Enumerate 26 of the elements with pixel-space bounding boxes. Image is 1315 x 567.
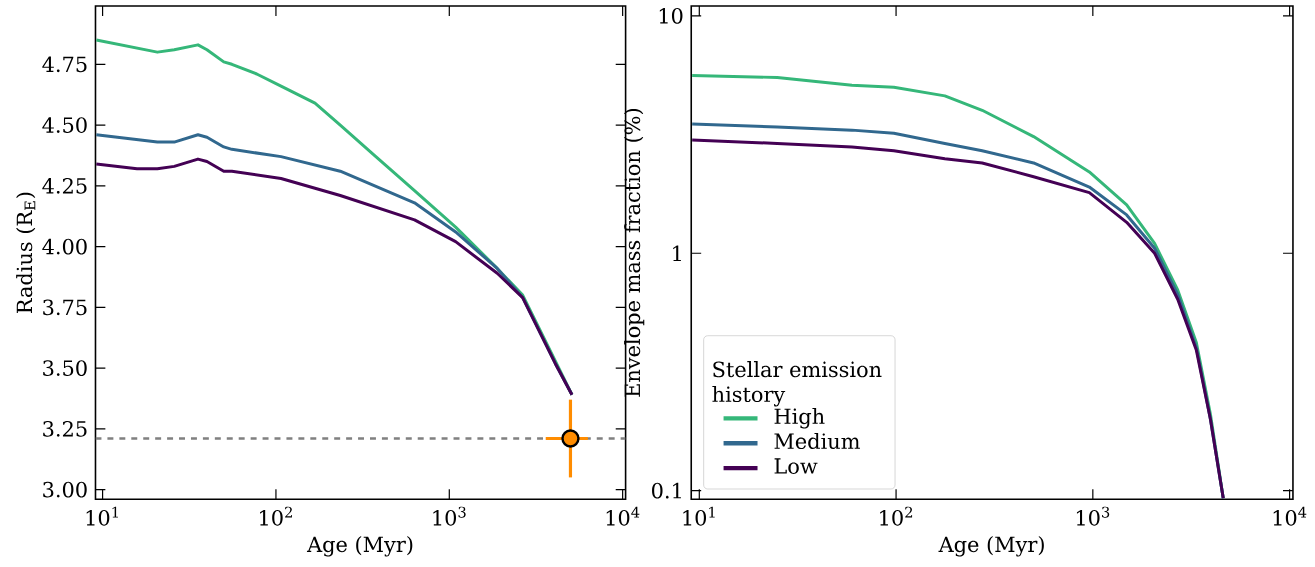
y-tick-label: 10 — [659, 7, 683, 24]
x-axis-title: Age (Myr) — [306, 536, 413, 557]
legend-title: Stellar emission history — [712, 361, 882, 407]
y-tick-label: 3.00 — [43, 481, 87, 498]
x-tick-label: 10$^{1}$ — [683, 506, 715, 526]
x-tick-label: 10$^{1}$ — [86, 506, 118, 526]
x-axis-title: Age (Myr) — [938, 536, 1044, 557]
x-tick-label: 10$^{2}$ — [260, 506, 292, 526]
y-tick-label: 1 — [673, 245, 681, 262]
y-tick-label: 3.50 — [43, 360, 87, 376]
x-tick-label: 10$^{4}$ — [1273, 506, 1307, 526]
y-tick-label: 0.1 — [652, 482, 681, 499]
x-tick-label: 10$^{3}$ — [1076, 506, 1110, 526]
x-tick-label: 10$^{3}$ — [433, 506, 466, 526]
legend-label: High — [774, 408, 825, 429]
y-tick-label: 4.50 — [42, 117, 87, 133]
y-tick-label: 4.00 — [42, 238, 87, 255]
y-tick-label: 4.25 — [42, 177, 87, 194]
x-tick-label: 10$^{2}$ — [880, 506, 913, 526]
y-tick-label: 4.75 — [42, 56, 87, 73]
y-tick-label: 3.25 — [43, 420, 87, 437]
y-axis-title: Radius (R$_{E}$) — [16, 192, 36, 314]
legend-label: Low — [774, 458, 818, 474]
x-tick-label: 10$^{4}$ — [606, 506, 640, 526]
y-tick-label: 3.75 — [43, 299, 87, 316]
legend-label: Medium — [774, 432, 860, 450]
